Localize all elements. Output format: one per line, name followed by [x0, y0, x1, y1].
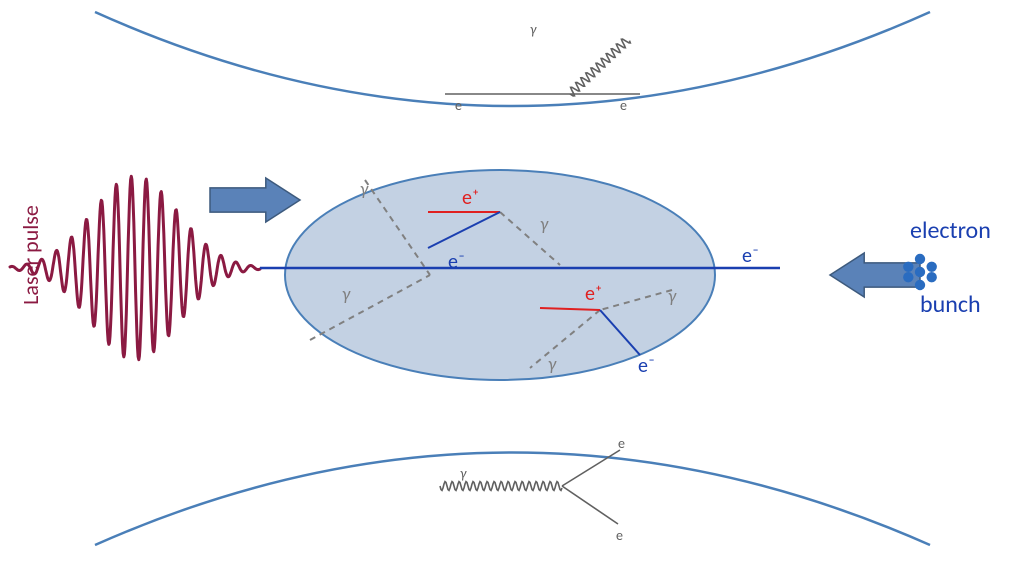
electron-label: electron [910, 216, 991, 245]
feynman-bottom-label-gamma: γ [460, 465, 467, 482]
interaction-region [285, 170, 715, 380]
beam-envelope-top [95, 12, 930, 106]
arrow-laser-in [210, 178, 300, 222]
label-e-minus-3: e⁻ [742, 244, 759, 268]
label-gamma-2: γ [342, 283, 351, 305]
feynman-top-label-gamma: γ [530, 21, 537, 38]
label-e-minus-2: e⁻ [638, 354, 655, 378]
feynman-top-label-e-right: e [620, 97, 627, 114]
feynman-bottom-label-e-top: e [618, 435, 625, 452]
feynman-top-photon [570, 39, 630, 96]
bunch-label: bunch [920, 290, 981, 319]
label-gamma-3: γ [540, 213, 549, 235]
feynman-bottom-label-e-bot: e [616, 527, 623, 544]
feynman-bottom-photon [440, 482, 562, 491]
label-e-plus-2: e⁺ [585, 282, 602, 306]
label-gamma-5: γ [548, 353, 557, 375]
feynman-top-label-e-left: e [455, 97, 462, 114]
label-e-minus-1: e⁻ [448, 250, 465, 274]
beam-envelope-bottom [95, 453, 930, 546]
label-gamma-1: γ [360, 178, 369, 200]
feynman-bottom-e-bot [562, 486, 618, 524]
label-gamma-4: γ [668, 285, 677, 307]
physics-diagram: e⁺ e⁻ e⁺ e⁻ e⁻ γ γ γ γ γ γ e e γ e e Laser pulse electron… [0, 0, 1024, 565]
laser-pulse-label: Laser pulse [17, 205, 44, 305]
label-e-plus-1: e⁺ [462, 186, 479, 210]
